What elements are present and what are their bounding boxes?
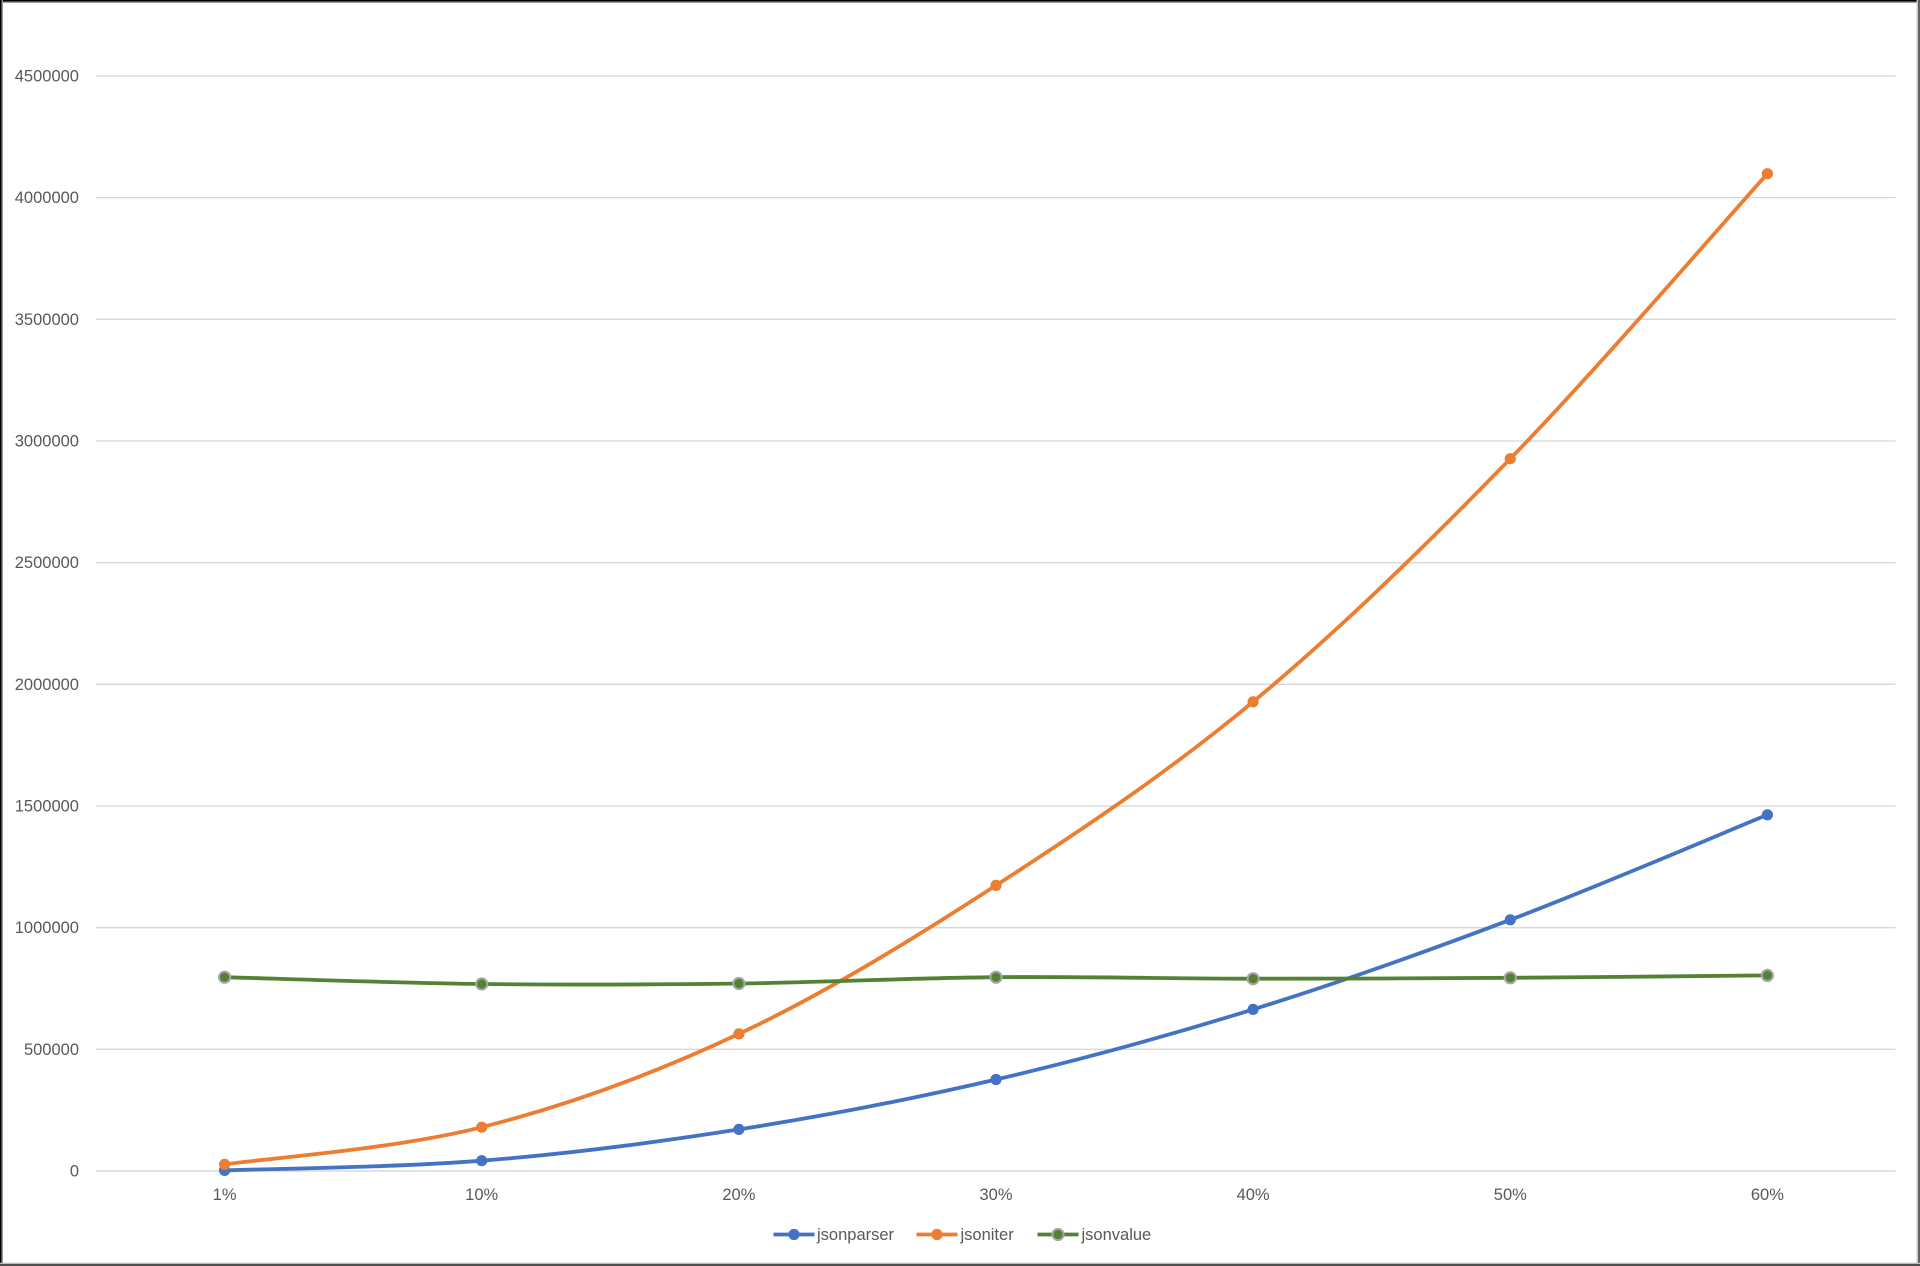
svg-text:2500000: 2500000 [15, 554, 79, 572]
svg-text:50%: 50% [1494, 1186, 1527, 1204]
svg-text:jsoniter: jsoniter [960, 1226, 1015, 1244]
svg-text:jsonparser: jsonparser [816, 1226, 895, 1244]
svg-text:500000: 500000 [24, 1041, 79, 1059]
svg-text:20%: 20% [722, 1186, 755, 1204]
svg-text:4000000: 4000000 [15, 189, 79, 207]
svg-text:1500000: 1500000 [15, 798, 79, 816]
svg-text:10%: 10% [465, 1186, 498, 1204]
svg-text:60%: 60% [1751, 1186, 1784, 1204]
svg-text:1000000: 1000000 [15, 919, 79, 937]
svg-text:jsonvalue: jsonvalue [1081, 1226, 1152, 1244]
svg-text:30%: 30% [979, 1186, 1012, 1204]
svg-text:40%: 40% [1237, 1186, 1270, 1204]
svg-text:1%: 1% [213, 1186, 237, 1204]
svg-text:4500000: 4500000 [15, 68, 79, 86]
svg-text:3000000: 3000000 [15, 433, 79, 451]
svg-text:2000000: 2000000 [15, 676, 79, 694]
svg-text:3500000: 3500000 [15, 311, 79, 329]
svg-text:0: 0 [70, 1163, 79, 1181]
